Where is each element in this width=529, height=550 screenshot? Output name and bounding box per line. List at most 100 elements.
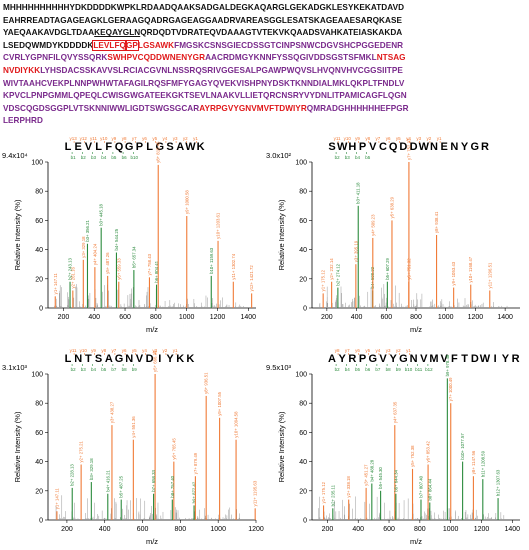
peptide-residue: G xyxy=(115,353,124,365)
peak-label: b9+ 978.48 xyxy=(445,354,450,376)
protein-sequence: MHHHHHHHHHHYDKDDDDKWPKLRDAADQAAKSADGALDE… xyxy=(3,2,527,128)
peptide-residue: N xyxy=(450,141,458,153)
y-ion-label: y2 xyxy=(427,136,432,141)
peak-label: y2+ 275.21 xyxy=(79,441,84,463)
x-tick-label: 800 xyxy=(414,526,426,533)
peak-label: y10+ 1203.61 xyxy=(216,212,221,239)
sequence-segment: LSEDQWMDYKDDDDK xyxy=(3,40,94,50)
peptide-residue: K xyxy=(186,353,194,365)
x-tick-label: 600 xyxy=(119,314,131,321)
y-ion-label: y4 xyxy=(376,348,381,353)
x-tick-label: 800 xyxy=(410,314,422,321)
y-axis-label: Relative Intensity (%) xyxy=(13,411,22,482)
peptide-residue: V xyxy=(420,353,428,365)
y-ion-label: y8 xyxy=(122,136,127,141)
sequence-segment: CVRLYGPNFILQVYSSQRK xyxy=(3,53,108,63)
sequence-segment: AACRDMGYKNNFYSSQGIVDDSGSTSFMKL xyxy=(205,53,377,63)
y-ion-label: y1 xyxy=(173,348,178,353)
b-ion-label: b4 xyxy=(345,367,351,372)
peptide-residue: S xyxy=(328,141,335,153)
peak-label: y9+ 1000.58 xyxy=(184,190,189,214)
b-ion-label: b4 xyxy=(355,155,361,160)
y-tick-label: 100 xyxy=(295,160,307,167)
x-tick-label: 200 xyxy=(58,314,70,321)
y-ion-label: y1 xyxy=(193,136,198,141)
x-tick-label: 400 xyxy=(88,314,100,321)
peptide-residue: D xyxy=(410,141,418,153)
peak-label: y6+ 765.45 xyxy=(171,438,176,460)
peptide-residue: P xyxy=(136,141,143,153)
x-axis-label: m/z xyxy=(410,325,422,334)
peak-label: y10+ 1094.58 xyxy=(234,411,239,438)
peak-label: y5+ 638.29 xyxy=(389,196,394,218)
peptide-residue: N xyxy=(430,141,438,153)
x-tick-label: 200 xyxy=(61,526,73,533)
y-tick-label: 80 xyxy=(35,401,43,408)
y-tick-label: 60 xyxy=(35,218,43,225)
peptide-residue: P xyxy=(359,353,366,365)
peak-label: y2+ 338.18 xyxy=(346,476,351,498)
y-tick-label: 20 xyxy=(299,276,307,283)
peak-label: b4+ 544.25 xyxy=(114,228,119,250)
y-ion-label: y7 xyxy=(345,348,350,353)
sequence-segment: LYHSDACSSKAVVSLRCIACGVNLNSSRQSRIVGGESALP… xyxy=(40,65,403,75)
peptide-residue: N xyxy=(410,353,418,365)
peptide-residue: N xyxy=(74,353,82,365)
peak-label: b11+ 1208.59 xyxy=(480,450,485,477)
x-tick-label: 1200 xyxy=(210,314,226,321)
y-ion-label: y9 xyxy=(355,136,360,141)
peak-label: y5+ 666.38 xyxy=(153,350,158,372)
y-ion-label: y11 xyxy=(70,348,77,353)
y-ion-label: y1 xyxy=(437,136,442,141)
peptide-residue: K xyxy=(197,141,205,153)
y-ion-label: y10 xyxy=(100,136,108,141)
x-axis-label: m/z xyxy=(146,325,158,334)
peak-label: b8+ 864.44 xyxy=(427,478,432,500)
y-ion-label: y3 xyxy=(386,348,391,353)
peptide-residue: G xyxy=(156,141,165,153)
y-ion-label: y5 xyxy=(132,348,137,353)
b-ion-label: b10 xyxy=(405,367,413,372)
y-tick-label: 80 xyxy=(299,401,307,408)
boxed-cleavage-segment: GP xyxy=(124,39,139,51)
b-ion-label: b4 xyxy=(91,367,97,372)
sequence-line: NVDIYKKLYHSDACSSKAVVSLRCIACGVNLNSSRQSRIV… xyxy=(3,65,527,78)
y-axis-label: Relative Intensity (%) xyxy=(13,199,22,270)
y-tick-label: 40 xyxy=(299,459,307,466)
peak-label: b2+ 235.11 xyxy=(330,484,335,506)
b-ion-label: b7 xyxy=(375,367,381,372)
peptide-residue: K xyxy=(176,353,184,365)
y-tick-label: 0 xyxy=(303,518,307,525)
y-tick-label: 60 xyxy=(299,430,307,437)
y-ion-label: y2 xyxy=(396,348,401,353)
sequence-segment: MHHHHHHHHHHYDKDDDDKWPKLRDAADQAAKSADGALDE… xyxy=(3,3,405,12)
peptide-residue: I xyxy=(494,353,497,365)
peptide-residue: V xyxy=(441,353,449,365)
b-ion-label: b6 xyxy=(365,367,371,372)
y-ion-label: y2 xyxy=(183,136,188,141)
x-tick-label: 1400 xyxy=(497,314,513,321)
x-tick-label: 1000 xyxy=(438,314,454,321)
peak-label: y9+ 1053.43 xyxy=(451,261,456,285)
y-axis-label: Relative Intensity (%) xyxy=(277,411,286,482)
sequence-segment: KPVCLPNPGMMLQPEQLCWISGWGATEEKGKTSEVLNAAK… xyxy=(3,91,407,101)
x-tick-label: 600 xyxy=(383,526,395,533)
b-ion-label: b2 xyxy=(335,367,341,372)
y-tick-label: 0 xyxy=(39,306,43,313)
y-ion-label: y7 xyxy=(112,348,117,353)
peptide-residue: T xyxy=(461,353,468,365)
intensity-scale-label: 3.1x10³ xyxy=(2,363,28,372)
peptide-residue: W xyxy=(337,141,348,153)
peptide-residue: G xyxy=(399,353,408,365)
peak-label: b3+ 329.18 xyxy=(89,458,94,480)
peak-label: y8+ 936.51 xyxy=(204,372,209,394)
peptide-residue: D xyxy=(146,353,154,365)
y-ion-label: y9 xyxy=(91,348,96,353)
peak-label: y9+ 1007.55 xyxy=(217,391,222,415)
peptide-residue: A xyxy=(176,141,184,153)
peptide-residue: Q xyxy=(115,141,124,153)
x-tick-label: 1200 xyxy=(248,526,264,533)
peak-label: y4+ 551.36 xyxy=(131,416,136,438)
peak-label: b4+ 488.28 xyxy=(369,459,374,481)
x-tick-label: 200 xyxy=(322,526,334,533)
